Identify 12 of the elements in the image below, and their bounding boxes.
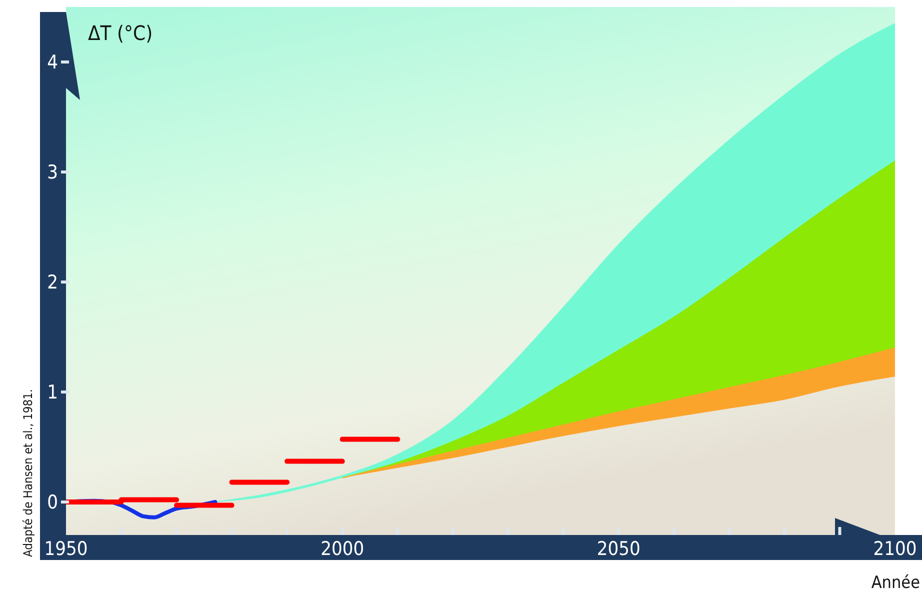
text: Adapté de Hansen et al., 1981.	[21, 389, 35, 557]
x-tick-label: 2000	[320, 538, 364, 560]
x-tick-label: 2100	[873, 538, 917, 560]
y-tick-label: 0	[47, 492, 58, 514]
x-tick-label: 1950	[44, 538, 88, 560]
x-tick-label: 2050	[596, 538, 640, 560]
y-tick-label: 4	[47, 52, 58, 74]
y-tick-label: 3	[47, 162, 58, 184]
y-tick-label: 1	[47, 382, 58, 404]
x-axis-title: Année	[871, 573, 920, 593]
y-tick-label: 2	[47, 272, 58, 294]
y-axis-title: ΔT (°C)	[88, 21, 153, 45]
